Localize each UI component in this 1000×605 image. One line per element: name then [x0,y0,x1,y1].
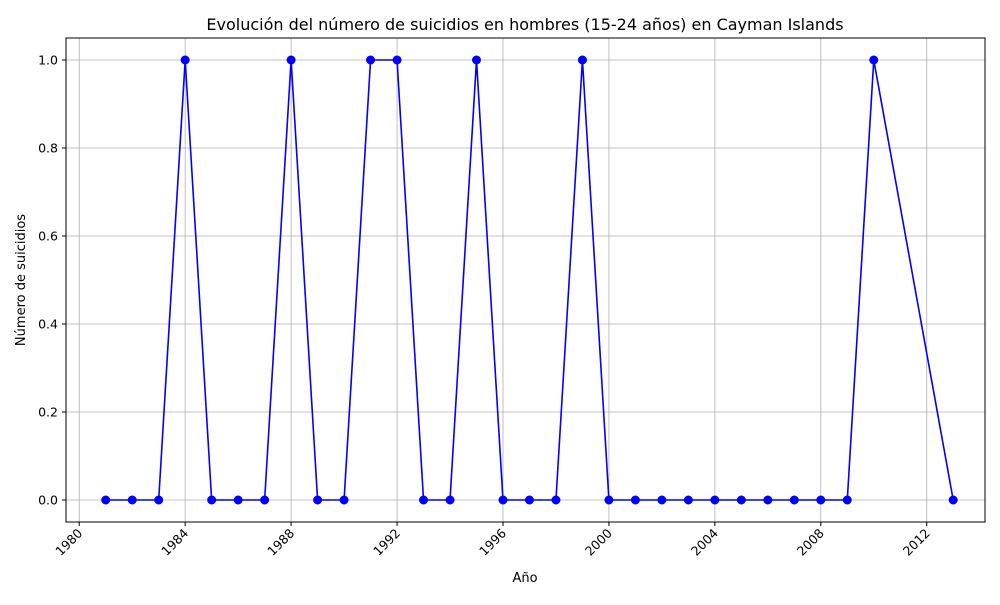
data-point [260,495,270,505]
data-point [816,495,826,505]
data-point [577,55,587,65]
data-point [101,495,111,505]
series [101,55,958,505]
data-point [392,55,402,65]
data-point [763,495,773,505]
data-point [736,495,746,505]
data-point [657,495,667,505]
data-point [154,495,164,505]
data-point [683,495,693,505]
y-tick-label: 0.6 [38,229,58,244]
data-point [948,495,958,505]
data-point [498,495,508,505]
data-point [419,495,429,505]
data-point [789,495,799,505]
data-point [604,495,614,505]
data-point [869,55,879,65]
y-tick-label: 0.4 [38,317,58,332]
data-point [313,495,323,505]
data-point [842,495,852,505]
data-point [630,495,640,505]
chart-title: Evolución del número de suicidios en hom… [206,15,843,34]
data-point [524,495,534,505]
y-tick-label: 0.2 [38,405,58,420]
data-point [180,55,190,65]
data-point [286,55,296,65]
y-tick-label: 0.0 [38,493,58,508]
data-point [551,495,561,505]
data-point [127,495,137,505]
data-point [207,495,217,505]
data-point [472,55,482,65]
data-point [366,55,376,65]
data-point [710,495,720,505]
plot-area-frame [65,37,986,523]
y-tick-label: 0.8 [38,141,58,156]
y-axis-label: Número de suicidios [14,214,29,346]
x-axis-label: Año [512,571,537,586]
data-point [233,495,243,505]
data-point [339,495,349,505]
data-point [445,495,455,505]
y-tick-label: 1.0 [38,53,58,68]
